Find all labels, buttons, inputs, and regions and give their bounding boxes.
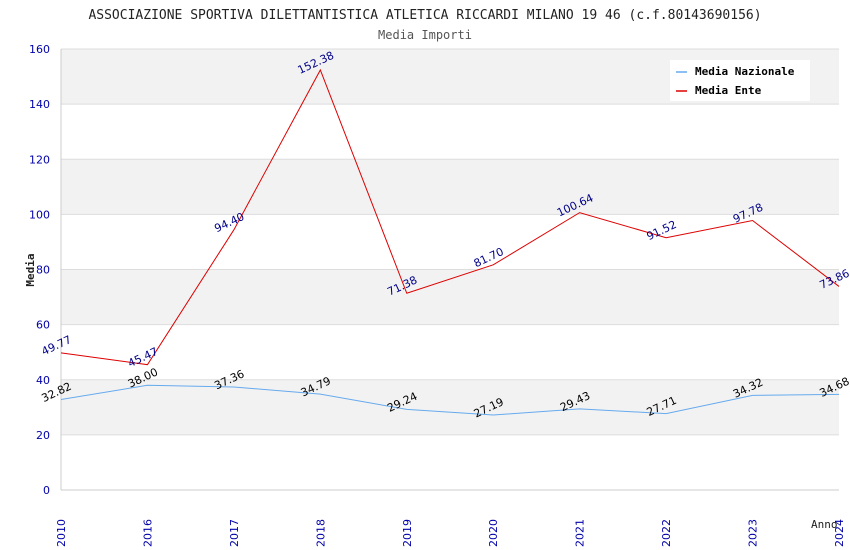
y-tick-labels: 0 20 40 60 80 100 120 140 160 <box>29 43 50 497</box>
x-tick-label: 2016 <box>141 519 154 547</box>
y-tick-label: 160 <box>29 43 50 56</box>
y-tick-label: 20 <box>36 429 50 442</box>
x-tick-label: 2022 <box>660 519 673 547</box>
series-lines <box>60 68 840 416</box>
x-tick-label: 2024 <box>833 519 846 547</box>
y-tick-label: 80 <box>36 264 50 277</box>
plot-band <box>61 104 839 160</box>
axes <box>60 49 839 491</box>
series-line-media-nazionale <box>60 384 840 416</box>
y-tick-label: 140 <box>29 98 50 111</box>
chart-title: ASSOCIAZIONE SPORTIVA DILETTANTISTICA AT… <box>88 8 761 23</box>
plot-band <box>61 214 839 270</box>
x-axis-label: Anno <box>811 518 838 531</box>
legend-label-media-ente: Media Ente <box>695 84 762 97</box>
y-tick-label: 0 <box>43 484 50 497</box>
legend-label-media-nazionale: Media Nazionale <box>695 65 795 78</box>
y-tick-label: 40 <box>36 374 50 387</box>
y-tick-label: 120 <box>29 153 50 166</box>
chart-subtitle: Media Importi <box>378 28 472 42</box>
y-axis-label: Media <box>24 253 37 286</box>
legend-box <box>670 60 810 101</box>
x-tick-label: 2020 <box>487 519 500 547</box>
series-line-media-ente <box>60 68 840 366</box>
x-tick-labels: 2010 2016 2017 2018 2019 2020 2021 2022 2023 2024 <box>55 519 846 547</box>
x-tick-label: 2019 <box>401 519 414 547</box>
x-tick-label: 2023 <box>747 519 760 547</box>
plot-band <box>61 324 839 380</box>
plot-band <box>61 159 839 215</box>
y-tick-label: 60 <box>36 319 50 332</box>
plot-band <box>61 269 839 325</box>
legend: Media Nazionale Media Ente <box>670 60 810 101</box>
plot-band <box>61 379 839 435</box>
x-tick-label: 2018 <box>314 519 327 547</box>
plot-band <box>61 434 839 490</box>
x-tick-label: 2021 <box>574 519 587 547</box>
x-tick-label: 2010 <box>55 519 68 547</box>
x-tick-label: 2017 <box>228 519 241 547</box>
y-tick-label: 100 <box>29 208 50 221</box>
